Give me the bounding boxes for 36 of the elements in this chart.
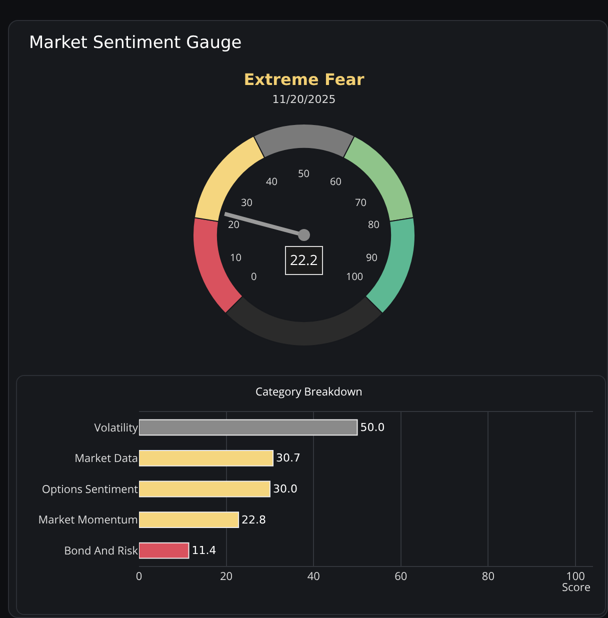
text: 40 bbox=[266, 174, 278, 188]
chart-title: Market Sentiment Gauge bbox=[29, 33, 242, 53]
bar bbox=[139, 450, 274, 466]
bar bbox=[139, 419, 358, 436]
x-tick-label: 80 bbox=[482, 569, 495, 584]
data-label: 30.0 bbox=[272, 482, 298, 496]
text: 20 bbox=[228, 217, 240, 231]
data-label: 50.0 bbox=[360, 420, 385, 434]
chart-subtitle: Extreme Fear bbox=[242, 70, 366, 89]
y-tick-label: Volatility bbox=[94, 420, 138, 436]
text: 50 bbox=[298, 166, 310, 180]
data-label: 30.7 bbox=[276, 452, 301, 465]
bar bbox=[139, 542, 190, 559]
x-tick-label: 40 bbox=[307, 569, 320, 584]
x-tick-label: 20 bbox=[220, 569, 233, 584]
text: 30 bbox=[241, 195, 253, 209]
x-tick-label: 60 bbox=[394, 569, 408, 584]
text: 60 bbox=[330, 174, 342, 188]
y-tick-label: Bond And Risk bbox=[64, 543, 138, 558]
text: 0 bbox=[251, 269, 257, 283]
text: 10 bbox=[230, 250, 242, 264]
y-tick-label: Market Momentum bbox=[38, 512, 138, 528]
x-tick-label: 0 bbox=[136, 569, 142, 584]
text: 80 bbox=[368, 217, 380, 231]
data-label: 11.4 bbox=[192, 544, 216, 558]
data-label: 22.8 bbox=[242, 513, 266, 526]
text: 90 bbox=[366, 250, 378, 264]
chart-title: Category Breakdown bbox=[256, 384, 362, 400]
bar bbox=[139, 512, 240, 528]
text: 70 bbox=[355, 195, 367, 209]
bar bbox=[139, 480, 270, 498]
text: 22.2 bbox=[290, 251, 318, 270]
y-tick-label: Market Data bbox=[74, 451, 138, 466]
y-tick-label: Options Sentiment bbox=[42, 482, 138, 497]
text: 11/20/2025 bbox=[271, 93, 337, 106]
text: 100 bbox=[346, 269, 364, 283]
